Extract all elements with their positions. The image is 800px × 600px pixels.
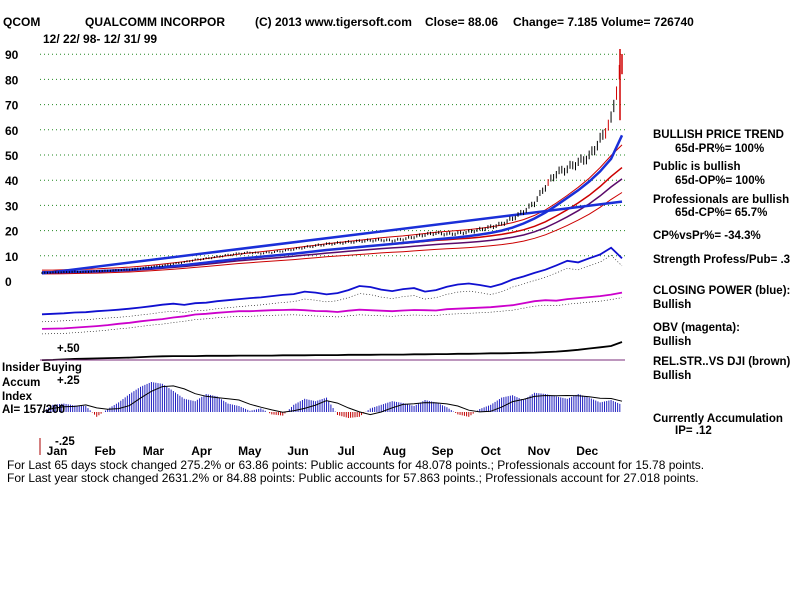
close-label: Close= 88.06 xyxy=(425,15,498,29)
lower-band-line xyxy=(42,192,623,275)
closing-power-ma xyxy=(41,254,623,323)
y-tick-0: 0 xyxy=(5,275,12,289)
x-tick-feb: Feb xyxy=(95,444,116,458)
obv-label: OBV (magenta): xyxy=(653,322,740,334)
obv-line xyxy=(41,291,623,330)
y-tick-60: 60 xyxy=(5,124,19,138)
x-tick-jun: Jun xyxy=(287,444,308,458)
y-tick-80: 80 xyxy=(5,73,19,87)
strength-label: Strength Profess/Pub= .3 xyxy=(653,254,790,266)
price-series xyxy=(41,49,623,274)
op-label: 65d-OP%= 100% xyxy=(675,175,765,187)
y-tick-30: 30 xyxy=(5,199,19,213)
upper-band-line xyxy=(42,144,623,271)
public-label: Public is bullish xyxy=(653,161,741,173)
ticker-label: QCOM xyxy=(3,15,40,29)
blue-moving-average xyxy=(41,134,624,274)
pros-label: Professionals are bullish xyxy=(653,194,789,206)
y-tick-10: 10 xyxy=(5,250,19,264)
accum-label: Accum xyxy=(2,377,40,389)
y-tick-20: 20 xyxy=(5,225,19,239)
x-tick-sep: Sep xyxy=(432,444,454,458)
ip-label: IP= .12 xyxy=(675,425,712,437)
x-tick-jan: Jan xyxy=(47,444,68,458)
trend-label: BULLISH PRICE TREND xyxy=(653,129,784,141)
accum-plus25-label: +.25 xyxy=(57,375,80,387)
x-tick-apr: Apr xyxy=(191,444,212,458)
rel-str-line xyxy=(41,341,623,361)
accum-minus25-label: -.25 xyxy=(55,436,75,448)
obv-state: Bullish xyxy=(653,336,691,348)
cpvspr-label: CP%vsPr%= -34.3% xyxy=(653,230,761,242)
relstr-state: Bullish xyxy=(653,370,691,382)
indicator-lines xyxy=(40,134,625,361)
x-tick-jul: Jul xyxy=(338,444,355,458)
date-range: 12/ 22/ 98- 12/ 31/ 99 xyxy=(43,32,157,46)
x-tick-mar: Mar xyxy=(143,444,165,458)
accum-plus50-label: +.50 xyxy=(57,343,80,355)
month-axis: Jan Feb Mar Apr May Jun Jul Aug Sep Oct Nov Dec xyxy=(39,438,599,458)
insider-buying-label: Insider Buying xyxy=(2,362,82,374)
accumulation-index-panel xyxy=(41,382,623,418)
accumulation-label: Currently Accumulation xyxy=(653,413,783,425)
volume-label: Volume= 726740 xyxy=(601,15,694,29)
x-tick-oct: Oct xyxy=(481,444,501,458)
pr-label: 65d-PR%= 100% xyxy=(675,143,764,155)
accum-moving-average xyxy=(41,385,623,416)
index-label: Index xyxy=(2,391,33,403)
x-tick-aug: Aug xyxy=(383,444,406,458)
ai-label: AI= 157/200 xyxy=(2,404,65,416)
footer-line-year: For Last year stock changed 2631.2% or 8… xyxy=(7,471,699,485)
closing-power-state: Bullish xyxy=(653,299,691,311)
closing-power-line xyxy=(41,246,623,316)
y-tick-50: 50 xyxy=(5,149,19,163)
x-tick-may: May xyxy=(238,444,262,458)
price-gridlines xyxy=(40,53,625,257)
y-tick-90: 90 xyxy=(5,48,19,62)
y-tick-70: 70 xyxy=(5,99,19,113)
company-label: QUALCOMM INCORPOR xyxy=(85,15,225,29)
trend-line xyxy=(41,200,623,275)
relstr-label: REL.STR..VS DJI (brown) xyxy=(653,356,791,368)
cp-label: 65d-CP%= 65.7% xyxy=(675,207,767,219)
change-label: Change= 7.185 xyxy=(513,15,598,29)
x-tick-nov: Nov xyxy=(528,444,551,458)
closing-power-label: CLOSING POWER (blue): xyxy=(653,285,790,297)
x-tick-dec: Dec xyxy=(576,444,598,458)
price-axis-ticks: 90 80 70 60 50 40 30 20 10 0 xyxy=(5,48,19,289)
y-tick-40: 40 xyxy=(5,174,19,188)
copyright-label: (C) 2013 www.tigersoft.com xyxy=(255,15,412,29)
obv-ma xyxy=(41,297,623,335)
footer-line-65d: For Last 65 days stock changed 275.2% or… xyxy=(7,458,704,472)
